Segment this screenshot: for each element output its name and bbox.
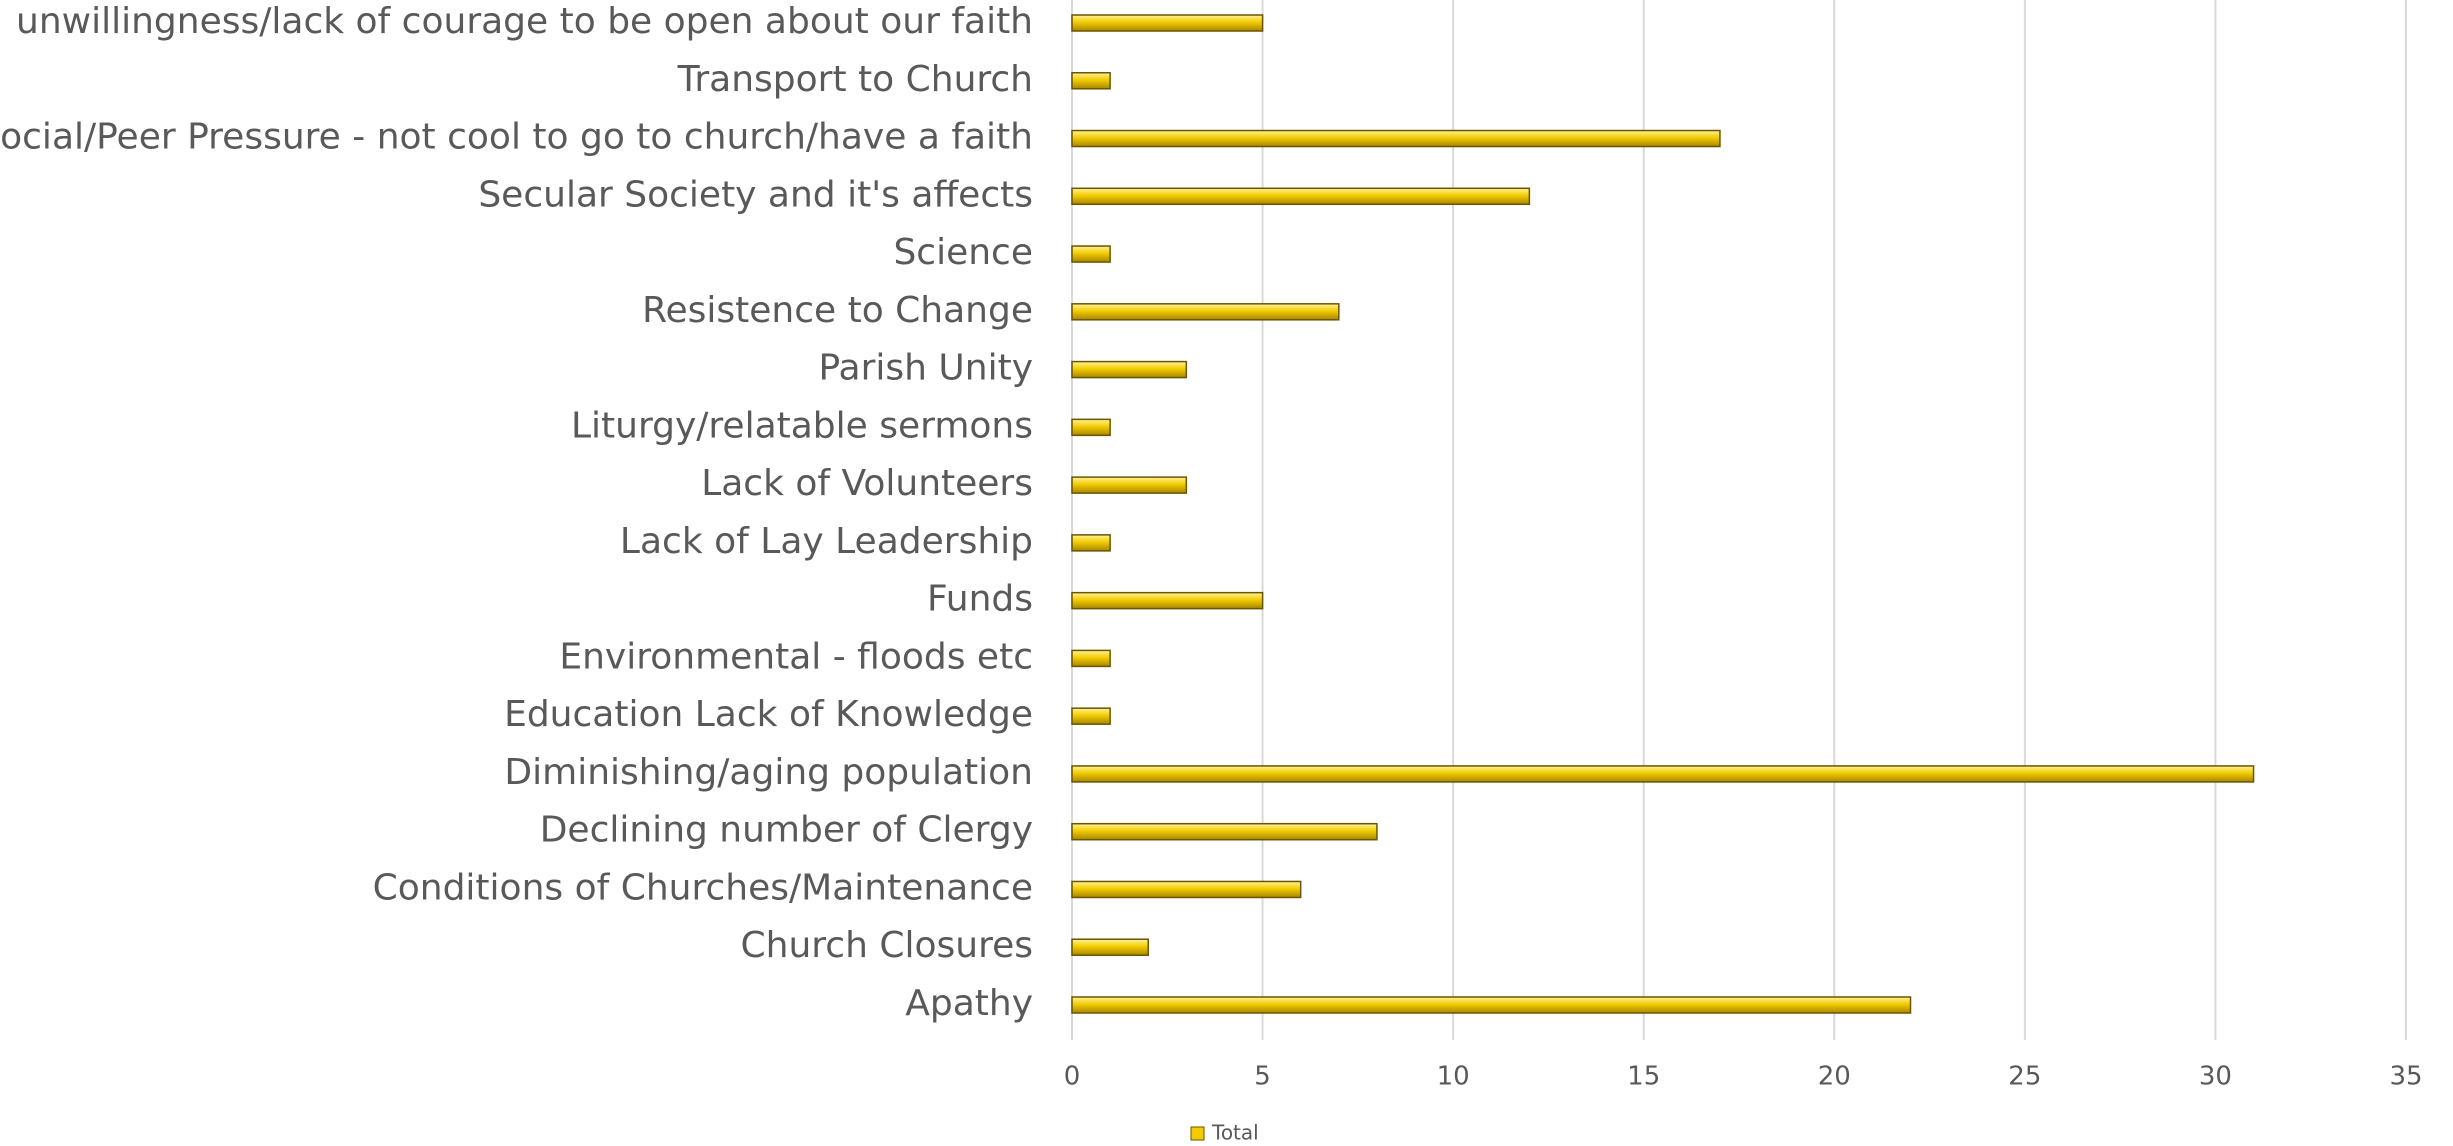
x-tick-label: 25 xyxy=(2008,1062,2041,1092)
y-tick-label: Lack of Volunteers xyxy=(701,463,1033,504)
bar xyxy=(1071,360,1188,379)
bar xyxy=(1071,880,1302,899)
bar xyxy=(1071,649,1111,668)
y-tick-label: Church Closures xyxy=(741,925,1033,966)
y-tick-label: Lack of Lay Leadership xyxy=(620,521,1033,562)
y-tick-label: Environmental - floods etc xyxy=(559,636,1033,677)
bar xyxy=(1071,534,1111,552)
y-tick-label: Resistence to Change xyxy=(642,290,1033,331)
legend-label: Total xyxy=(1211,1121,1259,1145)
y-tick-label: Transport to Church xyxy=(677,59,1033,100)
y-tick-label: Funds xyxy=(927,579,1033,620)
bar xyxy=(1071,72,1111,90)
y-tick-label: Liturgy/relatable sermons xyxy=(571,405,1033,446)
x-tick-label: 15 xyxy=(1627,1062,1660,1092)
x-tick-label: 5 xyxy=(1254,1062,1271,1092)
bar xyxy=(1071,707,1111,725)
x-tick-label: 0 xyxy=(1064,1062,1081,1092)
x-tick-label: 10 xyxy=(1437,1062,1470,1092)
y-tick-label: Science xyxy=(893,232,1033,273)
bar xyxy=(1071,822,1378,841)
bar xyxy=(1071,938,1149,956)
bar xyxy=(1071,996,1912,1014)
bar xyxy=(1071,245,1111,263)
y-tick-label: Secular Society and it's affects xyxy=(478,174,1033,215)
y-tick-label: Diminishing/aging population xyxy=(504,752,1033,793)
x-tick-label: 35 xyxy=(2389,1062,2422,1092)
y-tick-label: Parish Unity xyxy=(818,348,1033,389)
bar xyxy=(1071,303,1340,321)
x-tick-label: 20 xyxy=(1818,1062,1851,1092)
legend-marker xyxy=(1190,1126,1205,1141)
y-tick-label: Declining number of Clergy xyxy=(540,810,1033,851)
bar xyxy=(1071,418,1111,437)
bar xyxy=(1071,476,1188,494)
y-tick-label: Conditions of Churches/Maintenance xyxy=(373,867,1033,908)
y-tick-label: Social/Peer Pressure - not cool to go to… xyxy=(0,117,1033,158)
y-tick-label: unwillingness/lack of courage to be open… xyxy=(16,1,1033,42)
bar xyxy=(1071,591,1264,610)
bar xyxy=(1071,14,1264,32)
y-tick-label: Apathy xyxy=(905,983,1033,1024)
x-tick-label: 30 xyxy=(2199,1062,2232,1092)
y-tick-label: Education Lack of Knowledge xyxy=(504,694,1033,735)
bar xyxy=(1071,129,1721,148)
bar xyxy=(1071,765,2255,783)
bar xyxy=(1071,187,1531,206)
